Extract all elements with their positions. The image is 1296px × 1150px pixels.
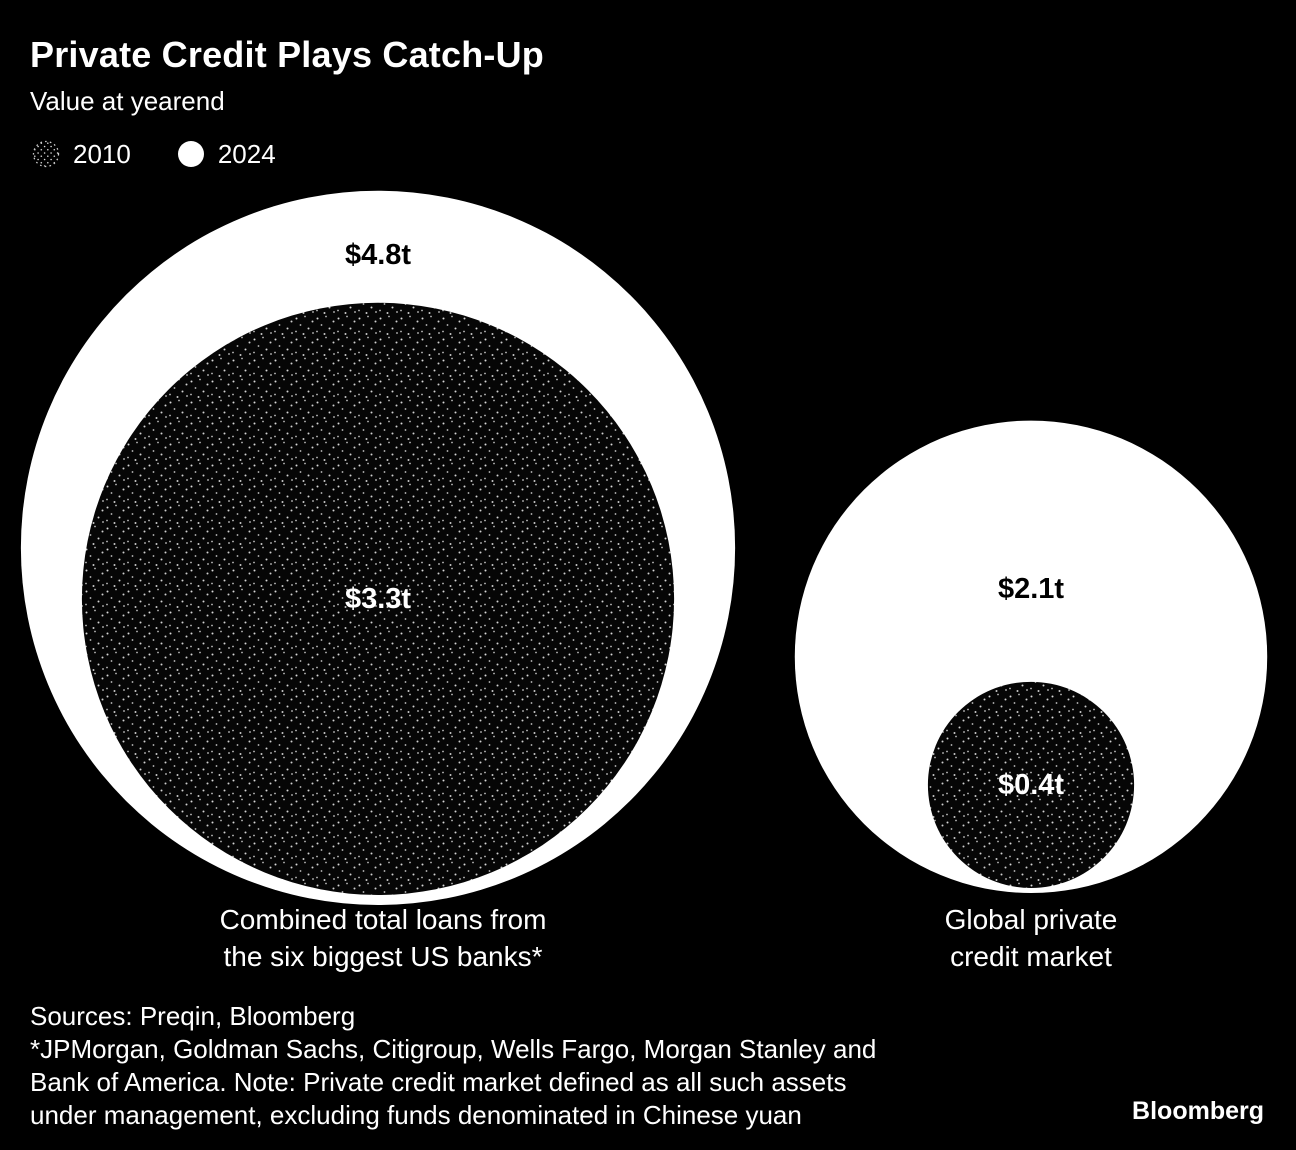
legend-label-2024: 2024 <box>217 138 276 169</box>
caption-line: the six biggest US banks* <box>223 941 543 972</box>
value-label-2010-us-banks-loans: $3.3t <box>345 583 411 615</box>
caption-line: Global private <box>944 904 1118 935</box>
bubble-2024-global-private-credit <box>794 420 1268 893</box>
group-caption-us-banks: Combined total loans from the six bigges… <box>98 901 668 975</box>
legend-item-2024: 2024 <box>175 138 276 170</box>
chart-subtitle: Value at yearend <box>30 86 225 116</box>
group-caption-private-credit: Global private credit market <box>781 901 1281 975</box>
sources-line: Sources: Preqin, Bloomberg <box>30 1001 356 1031</box>
legend-label-2010: 2010 <box>73 138 131 169</box>
bloomberg-logo: Bloomberg <box>1132 1097 1264 1125</box>
bubble-2010-us-banks-loans <box>81 302 675 895</box>
caption-line: Combined total loans from <box>219 904 547 935</box>
footnote-line-3: under management, excluding funds denomi… <box>30 1100 802 1130</box>
value-label-2010-global-private-credit: $0.4t <box>998 769 1064 801</box>
legend: 2010 2024 <box>30 138 276 170</box>
value-label-2024-global-private-credit: $2.1t <box>998 573 1064 605</box>
stippled-circle-swatch-icon <box>32 140 60 168</box>
value-label-2024-us-banks-loans: $4.8t <box>345 239 411 271</box>
bubble-2010-global-private-credit <box>927 681 1135 888</box>
footnote-line-1: *JPMorgan, Goldman Sachs, Citigroup, Wel… <box>30 1034 877 1064</box>
legend-item-2010: 2010 <box>30 138 131 170</box>
solid-circle-swatch-icon <box>177 141 204 167</box>
caption-line: credit market <box>950 941 1112 972</box>
footnote-line-2: Bank of America. Note: Private credit ma… <box>30 1067 847 1097</box>
footer-notes: Sources: Preqin, Bloomberg *JPMorgan, Go… <box>30 1000 1040 1132</box>
chart-title: Private Credit Plays Catch-Up <box>30 34 544 75</box>
